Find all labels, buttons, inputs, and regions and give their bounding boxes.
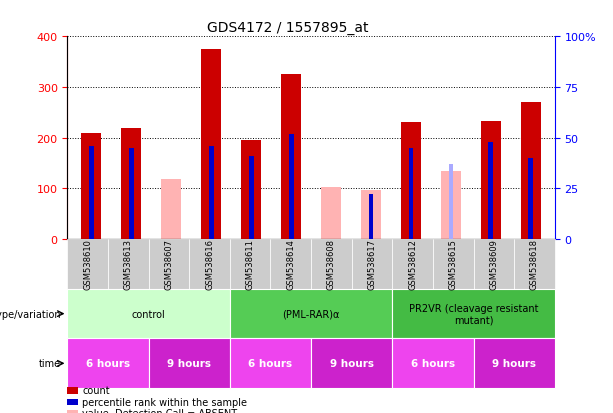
Text: genotype/variation: genotype/variation (0, 309, 61, 319)
Bar (209, 147, 214, 240)
Bar (289, 134, 294, 240)
Text: GSM538608: GSM538608 (327, 239, 336, 290)
Text: GSM538610: GSM538610 (83, 239, 92, 290)
Bar (449, 165, 453, 240)
Bar (409, 148, 413, 240)
Text: time: time (39, 358, 61, 368)
Text: GSM538612: GSM538612 (408, 239, 417, 290)
Bar (521, 103, 541, 240)
Text: GSM538611: GSM538611 (246, 239, 254, 290)
Bar (281, 75, 301, 240)
Text: GSM538618: GSM538618 (530, 239, 539, 290)
Text: GSM538616: GSM538616 (205, 239, 214, 290)
Bar (361, 190, 381, 240)
Text: GSM538613: GSM538613 (124, 239, 133, 290)
Bar (481, 122, 501, 240)
Text: count: count (82, 385, 110, 395)
Text: (PML-RAR)α: (PML-RAR)α (283, 309, 340, 319)
Bar (368, 195, 373, 240)
Bar (441, 171, 461, 240)
Bar (82, 133, 101, 240)
Text: GDS4172 / 1557895_at: GDS4172 / 1557895_at (207, 21, 369, 35)
Bar (489, 142, 493, 240)
Bar (129, 148, 134, 240)
Bar (121, 128, 142, 240)
Text: 9 hours: 9 hours (492, 358, 536, 368)
Text: value, Detection Call = ABSENT: value, Detection Call = ABSENT (82, 408, 237, 413)
Text: 9 hours: 9 hours (330, 358, 374, 368)
Text: GSM538607: GSM538607 (164, 239, 173, 290)
Text: 6 hours: 6 hours (86, 358, 130, 368)
Bar (89, 147, 94, 240)
Text: 6 hours: 6 hours (411, 358, 455, 368)
Text: 9 hours: 9 hours (167, 358, 211, 368)
Text: GSM538617: GSM538617 (368, 239, 376, 290)
Bar (401, 123, 421, 240)
Bar (161, 180, 181, 240)
Bar (201, 50, 221, 240)
Text: 6 hours: 6 hours (248, 358, 292, 368)
Text: PR2VR (cleavage resistant
mutant): PR2VR (cleavage resistant mutant) (409, 303, 538, 325)
Bar (528, 159, 533, 240)
Text: control: control (132, 309, 166, 319)
Text: percentile rank within the sample: percentile rank within the sample (82, 397, 247, 407)
Text: GSM538609: GSM538609 (489, 239, 498, 290)
Bar (321, 188, 341, 240)
Bar (249, 157, 254, 240)
Bar (241, 141, 261, 240)
Text: GSM538615: GSM538615 (449, 239, 458, 290)
Text: GSM538614: GSM538614 (286, 239, 295, 290)
